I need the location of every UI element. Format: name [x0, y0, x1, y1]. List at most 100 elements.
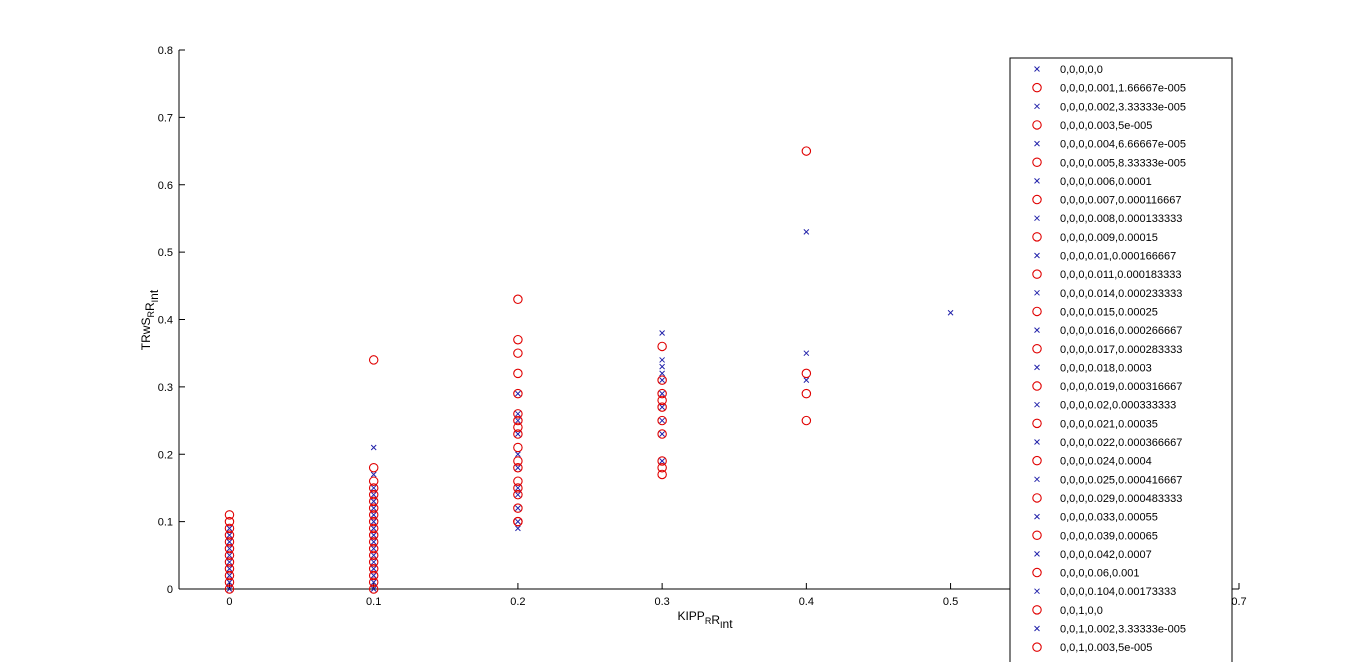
legend-entry-label: 0,0,0,0.042,0.0007	[1060, 549, 1152, 561]
legend-entry-label: 0,0,0,0.104,0.00173333	[1060, 586, 1176, 598]
data-point-circle	[368, 523, 379, 534]
data-point-circle	[513, 476, 523, 486]
legend-marker-circle	[1032, 343, 1042, 354]
legend-entry-label: 0,0,0,0.007,0.000116667	[1060, 195, 1182, 207]
data-point-cross	[226, 572, 233, 579]
legend-entry-label: 0,0,0,0,0	[1060, 64, 1103, 76]
data-point-cross	[226, 559, 233, 565]
data-point-circle	[368, 516, 379, 527]
data-point-circle	[368, 584, 379, 594]
legend-marker-cross	[1034, 551, 1040, 557]
legend-marker-circle	[1032, 530, 1042, 540]
data-point-cross	[370, 586, 377, 592]
y-tick-label: 0	[167, 584, 173, 596]
data-point-cross	[659, 370, 665, 377]
data-point-circle	[513, 334, 523, 345]
data-point-circle	[368, 564, 379, 574]
legend-entry-label: 0,0,1,0.003,5e-005	[1060, 642, 1152, 654]
data-point-circle	[657, 462, 667, 473]
legend-entry-label: 0,0,0,0.021,0.00035	[1060, 418, 1158, 430]
y-tick-label: 0.1	[158, 517, 173, 529]
data-point-cross	[515, 518, 521, 525]
data-point-circle	[368, 355, 379, 365]
legend-marker-circle	[1032, 306, 1042, 317]
data-point-circle	[513, 368, 523, 379]
x-tick-label: 0.5	[943, 596, 958, 608]
data-point-circle	[801, 146, 812, 156]
data-point-circle	[224, 523, 235, 534]
legend-marker-cross	[1034, 178, 1040, 184]
legend-entry-label: 0,0,0,0.01,0.000166667	[1060, 251, 1176, 263]
data-point-cross	[659, 357, 665, 363]
data-point-circle	[224, 550, 235, 561]
data-point-cross	[370, 559, 377, 565]
data-point-circle	[368, 537, 379, 547]
data-point-cross	[370, 525, 377, 532]
data-point-circle	[657, 341, 667, 352]
data-point-circle	[657, 456, 667, 466]
legend-marker-circle	[1032, 381, 1042, 391]
legend-marker-cross	[1034, 327, 1040, 333]
data-point-cross	[659, 431, 665, 437]
legend: 0,0,0,0,0 0,0,0,0.001,1.66667e-005 0,0,0,0…	[1009, 57, 1233, 662]
data-point-circle	[657, 388, 667, 399]
data-point-cross	[659, 377, 665, 383]
legend-marker-cross	[1034, 140, 1040, 147]
data-point-circle	[513, 429, 523, 439]
data-point-circle	[513, 294, 523, 305]
legend-entry-label: 0,0,0,0.025,0.000416667	[1060, 474, 1182, 486]
data-point-circle	[224, 530, 235, 540]
data-point-cross	[370, 444, 377, 451]
legend-marker-circle	[1032, 82, 1042, 93]
y-tick-label: 0.3	[158, 382, 173, 394]
y-tick-label: 0.4	[158, 315, 173, 327]
data-point-cross	[370, 518, 377, 525]
legend-marker-cross	[1034, 401, 1040, 408]
data-point-circle	[513, 348, 523, 358]
data-point-circle	[513, 415, 523, 426]
legend-marker-cross	[1034, 513, 1040, 520]
legend-entry-label: 0,0,0,0.011,0.000183333	[1060, 269, 1182, 281]
legend-entry-label: 0,0,0,0.009,0.00015	[1060, 232, 1158, 244]
legend-marker-cross	[1034, 625, 1040, 632]
legend-entry-label: 0,0,0,0.014,0.000233333	[1060, 288, 1182, 300]
data-point-circle	[801, 388, 812, 399]
data-point-cross	[370, 491, 377, 498]
y-tick-label: 0.7	[158, 112, 173, 124]
data-point-cross	[947, 309, 954, 316]
legend-entry-label: 0,0,0,0.06,0.001	[1060, 568, 1140, 580]
data-point-cross	[226, 552, 233, 559]
data-point-circle	[513, 462, 523, 473]
y-tick-label: 0.6	[158, 180, 173, 192]
legend-marker-cross	[1034, 103, 1040, 110]
data-point-circle	[657, 395, 667, 406]
data-point-cross	[370, 552, 377, 559]
data-point-circle	[657, 415, 667, 426]
legend-entry-label: 0,0,0,0.004,6.66667e-005	[1060, 139, 1186, 151]
data-point-circle	[368, 543, 379, 554]
data-point-circle	[224, 577, 235, 588]
legend-marker-cross	[1034, 364, 1040, 371]
data-point-cross	[226, 586, 233, 592]
legend-marker-cross	[1034, 476, 1040, 483]
legend-marker-circle	[1032, 493, 1042, 503]
data-point-circle	[224, 537, 235, 547]
data-point-circle	[368, 550, 379, 561]
data-point-cross	[370, 565, 377, 572]
data-point-cross	[370, 512, 377, 518]
data-point-circle	[513, 388, 523, 399]
data-point-circle	[513, 516, 523, 527]
legend-marker-cross	[1034, 66, 1040, 72]
legend-entry-label: 0,0,0,0.001,1.66667e-005	[1060, 83, 1186, 95]
legend-marker-cross	[1034, 588, 1040, 595]
y-tick-label: 0.2	[158, 449, 173, 461]
legend-marker-circle	[1032, 269, 1042, 279]
data-point-circle	[657, 429, 667, 439]
legend-entry-label: 0,0,0,0.016,0.000266667	[1060, 325, 1182, 337]
data-point-cross	[803, 350, 810, 357]
data-point-cross	[226, 545, 233, 552]
legend-entry-label: 0,0,1,0,0	[1060, 605, 1103, 617]
data-point-cross	[515, 431, 521, 437]
data-point-cross	[515, 485, 521, 491]
data-point-circle	[513, 409, 523, 419]
